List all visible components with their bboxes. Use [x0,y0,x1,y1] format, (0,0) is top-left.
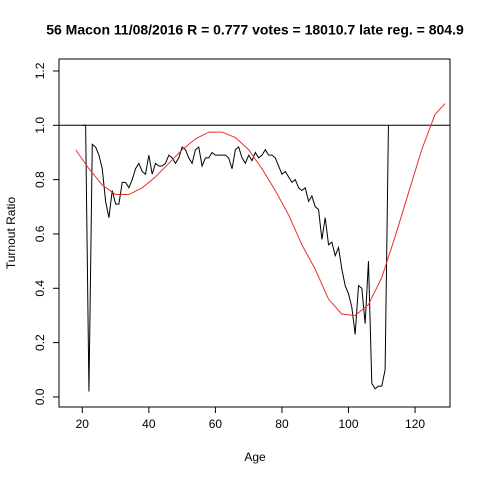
plot-box [58,58,451,408]
series-line [82,124,389,392]
y-tick-label: 0.2 [33,334,47,351]
y-tick-label: 0.6 [33,225,47,242]
x-tick-label: 120 [405,417,425,431]
chart-title: 56 Macon 11/08/2016 R = 0.777 votes = 18… [46,22,464,38]
x-tick-label: 100 [338,417,358,431]
x-tick-label: 80 [275,417,289,431]
x-tick-label: 20 [76,417,90,431]
series-line [75,103,446,316]
y-tick-label: 0.0 [33,388,47,405]
y-tick-label: 1.0 [33,117,47,134]
y-tick-label: 0.4 [33,280,47,297]
y-tick-label: 0.8 [33,171,47,188]
x-axis-label: Age [244,450,266,464]
y-axis-label: Turnout Ratio [4,197,18,270]
x-tick-label: 60 [209,417,223,431]
y-tick-label: 1.2 [33,62,47,79]
x-tick-label: 40 [142,417,156,431]
